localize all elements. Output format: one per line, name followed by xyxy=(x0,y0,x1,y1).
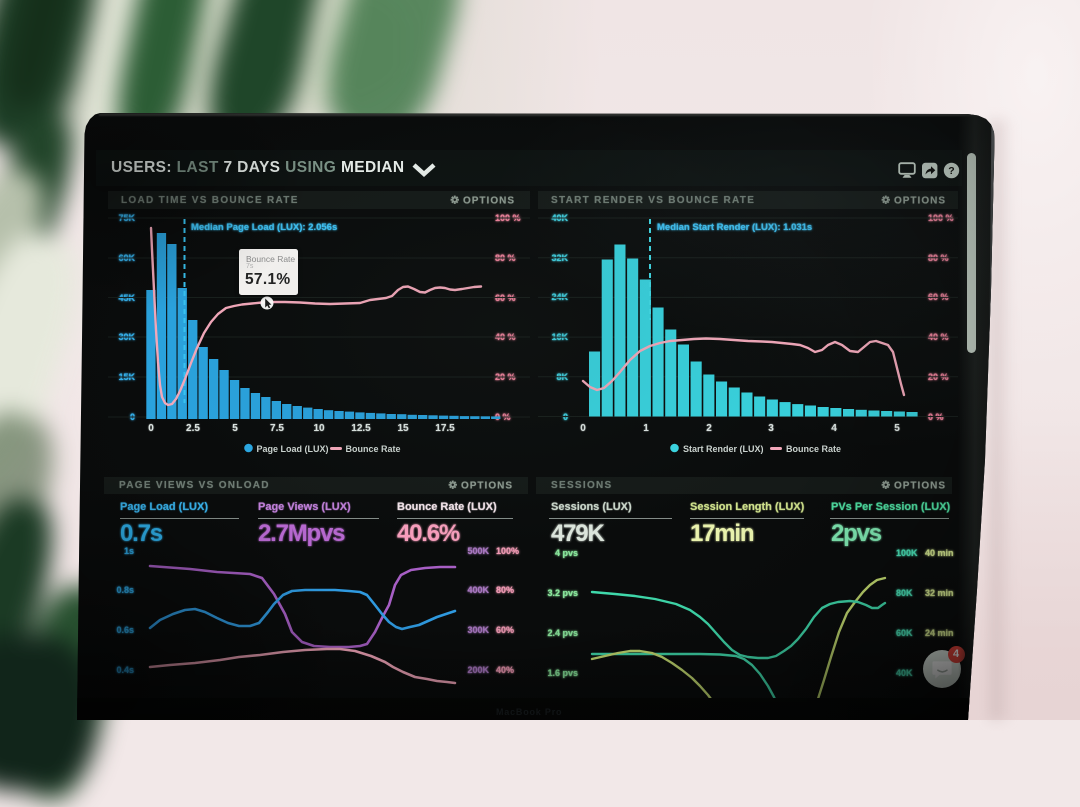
svg-text:?: ? xyxy=(948,165,954,177)
